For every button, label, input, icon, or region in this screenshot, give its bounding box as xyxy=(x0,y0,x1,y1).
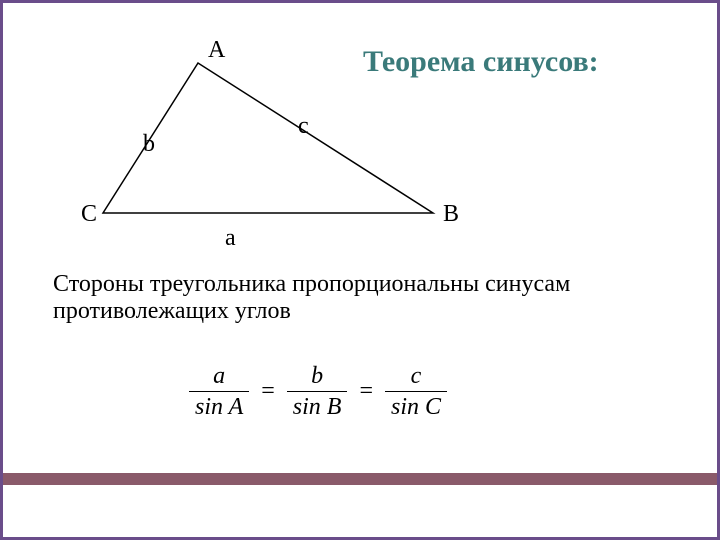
vertex-label-B: B xyxy=(443,201,459,228)
fraction-c: c sin C xyxy=(385,363,447,421)
side-label-c: c xyxy=(298,113,309,140)
equals-sign: = xyxy=(261,378,275,405)
numerator-b: b xyxy=(305,363,329,389)
slide-frame: Теорема синусов: A B C a b c Стороны тре… xyxy=(0,0,720,540)
fraction-b: b sin B xyxy=(287,363,348,421)
law-of-sines-formula: a sin A = b sin B = c sin C xyxy=(183,363,453,421)
fraction-a: a sin A xyxy=(189,363,249,421)
denominator-sinA: sin A xyxy=(189,394,249,420)
side-label-b: b xyxy=(143,131,155,158)
vertex-label-C: C xyxy=(81,201,97,228)
side-label-a: a xyxy=(225,225,236,252)
vertex-label-A: A xyxy=(208,37,225,64)
fraction-bar xyxy=(385,391,447,392)
theorem-statement: Стороны треугольника пропорциональны син… xyxy=(53,271,663,325)
fraction-bar xyxy=(287,391,348,392)
numerator-a: a xyxy=(207,363,231,389)
denominator-sinB: sin B xyxy=(287,394,348,420)
decorative-bottom-bar xyxy=(3,473,717,485)
numerator-c: c xyxy=(405,363,428,389)
denominator-sinC: sin C xyxy=(385,394,447,420)
equals-sign: = xyxy=(359,378,373,405)
triangle-diagram xyxy=(73,53,453,243)
fraction-bar xyxy=(189,391,249,392)
